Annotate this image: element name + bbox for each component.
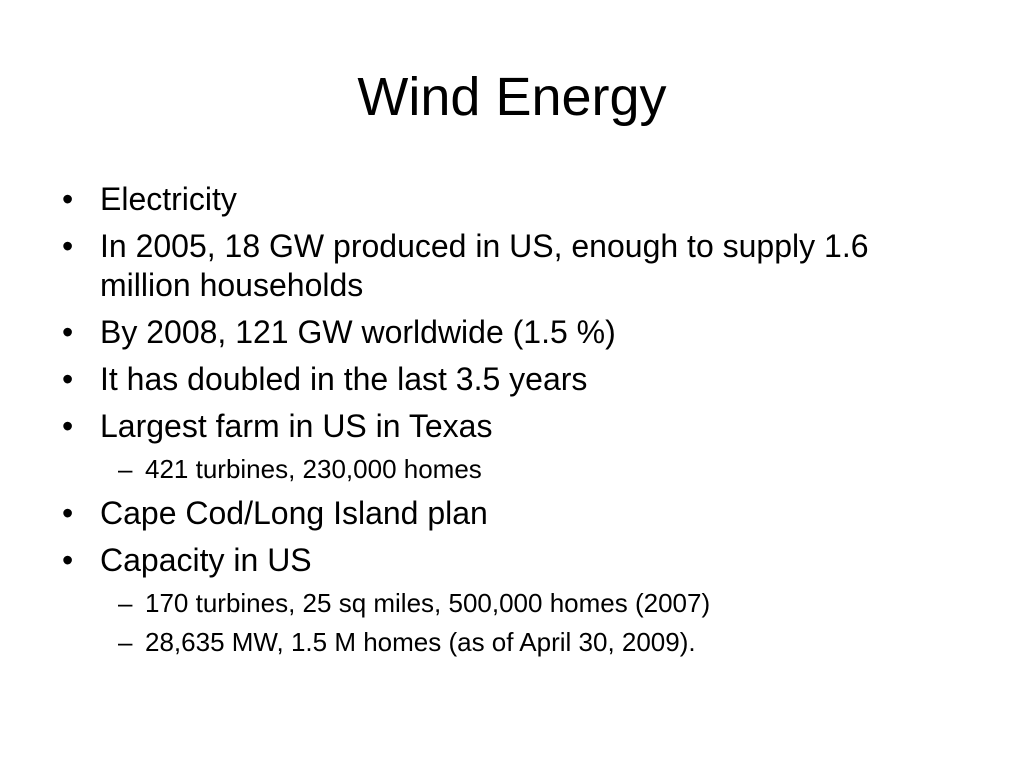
bullet-text: Largest farm in US in Texas (100, 408, 493, 444)
bullet-list: Electricity In 2005, 18 GW produced in US… (62, 180, 882, 667)
bullet-text: By 2008, 121 GW worldwide (1.5 %) (100, 314, 616, 350)
bullet-text: It has doubled in the last 3.5 years (100, 361, 588, 397)
bullet-text: In 2005, 18 GW produced in US, enough to… (100, 228, 869, 303)
sub-bullet-text: 28,635 MW, 1.5 M homes (as of April 30, … (145, 627, 696, 657)
bullet: In 2005, 18 GW produced in US, enough to… (62, 227, 882, 305)
sub-bullet: 28,635 MW, 1.5 M homes (as of April 30, … (100, 625, 882, 659)
bullet: Electricity (62, 180, 882, 219)
sub-bullet-text: 421 turbines, 230,000 homes (145, 454, 482, 484)
sub-list: 170 turbines, 25 sq miles, 500,000 homes… (100, 586, 882, 659)
slide-title: Wind Energy (357, 67, 667, 127)
bullet: Largest farm in US in Texas 421 turbines,… (62, 407, 882, 486)
bullet: Cape Cod/Long Island plan (62, 494, 882, 533)
sub-bullet: 421 turbines, 230,000 homes (100, 452, 882, 486)
bullet-text: Electricity (100, 181, 237, 217)
bullet: Capacity in US 170 turbines, 25 sq miles,… (62, 541, 882, 659)
sub-list: 421 turbines, 230,000 homes (100, 452, 882, 486)
bullet-text: Capacity in US (100, 542, 312, 578)
sub-bullet: 170 turbines, 25 sq miles, 500,000 homes… (100, 586, 882, 620)
bullet-text: Cape Cod/Long Island plan (100, 495, 488, 531)
bullet: By 2008, 121 GW worldwide (1.5 %) (62, 313, 882, 352)
sub-bullet-text: 170 turbines, 25 sq miles, 500,000 homes… (145, 588, 711, 618)
bullet: It has doubled in the last 3.5 years (62, 360, 882, 399)
